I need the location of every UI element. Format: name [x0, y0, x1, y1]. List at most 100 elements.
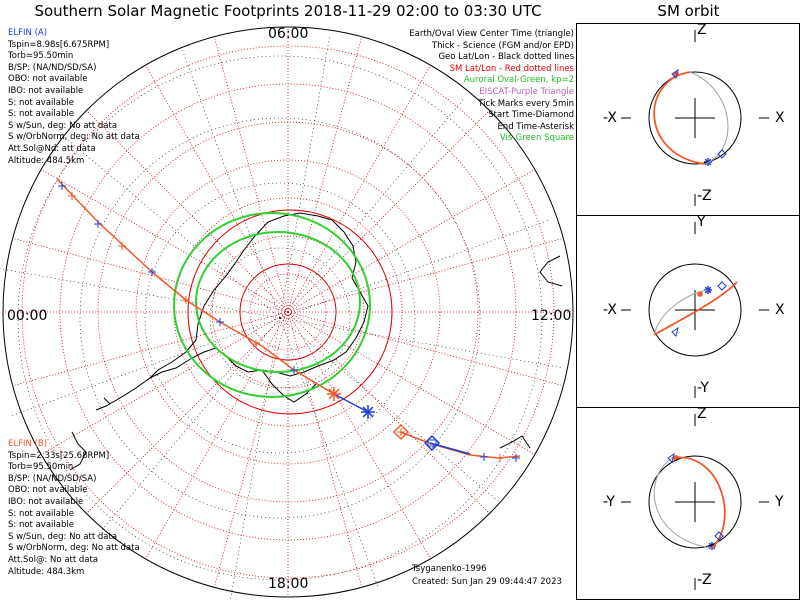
legend-item: Start Time-Diamond: [488, 110, 574, 121]
sm-lon-line: [287, 311, 564, 387]
elfin-a-line: Torb=95.50min: [8, 51, 74, 62]
sm-lon-line: [145, 64, 289, 313]
elfin-b-label: ELFIN (B): [8, 439, 48, 449]
elfin-a-line: Att.Sol@Nd: att data: [8, 143, 96, 154]
legend-item: Geo Lat/Lon - Black dotted lines: [438, 52, 574, 63]
peninsula-outline: [95, 377, 151, 411]
elfin-b-line: S w/Sun, deg: No att data: [8, 531, 118, 542]
geo-lon-line: [279, 37, 330, 319]
orbit-track-b: [653, 71, 706, 165]
sm-lat-circle: [249, 273, 327, 351]
orbit-label-down: -Z: [697, 188, 712, 204]
vis-square-a: [427, 439, 437, 447]
sm-lon-line: [40, 311, 289, 455]
auroral-oval-outer: [173, 212, 371, 398]
sm-lon-line: [287, 311, 363, 588]
elfin-a-line: Tspin=8.98s[6.675RPM]: [8, 39, 110, 50]
orbit-label-up: Z: [697, 22, 707, 38]
orbit-label-left: -X: [603, 110, 617, 126]
elfin-a-lines: Tspin=8.98s[6.675RPM] Torb=95.50min B/SP: …: [8, 40, 140, 168]
new-zealand-outline: [499, 435, 531, 449]
elfin-b-line: Torb=95.50min: [8, 462, 74, 473]
elfin-b-line: Tspin=2.33s[25.68RPM]: [8, 450, 110, 461]
footer-credit: Tsyganenko-1996: [412, 564, 487, 574]
orbit-track-gray: [653, 457, 713, 549]
sm-lon-line: [287, 311, 490, 514]
page-title: Southern Solar Magnetic Footprints 2018-…: [34, 2, 542, 20]
sm-grid: [3, 27, 573, 597]
orbit-track-gray: [689, 71, 729, 165]
sm-lon-line: [145, 311, 289, 560]
elfin-b-line: OBO: not available: [8, 485, 88, 496]
orbit-diamond-a: [717, 149, 727, 159]
start-diamond-a: [423, 434, 441, 452]
orbit-label-up: Z: [697, 406, 707, 422]
elfin-a-line: S: not available: [8, 109, 74, 120]
orbit-label-right: Y: [775, 494, 784, 510]
legend-item: EISCAT-Purple Triangle: [479, 86, 574, 97]
elfin-a-line: OBO: not available: [8, 74, 88, 85]
auroral-oval-inner: [195, 231, 361, 373]
orbit-earth-circle: [648, 263, 742, 357]
elfin-b-lines: Tspin=2.33s[25.68RPM] Torb=95.50min B/SP: …: [8, 451, 140, 579]
footer-created: Created: Sun Jan 29 09:44:47 2023: [412, 577, 562, 587]
sm-lon-line: [213, 36, 289, 313]
sm-lon-line: [287, 110, 490, 313]
geo-lon-line: [182, 50, 281, 319]
sm-lon-line: [86, 110, 289, 313]
elfin-a-line: S w/Sun, deg: No att data: [8, 120, 118, 131]
orbit-label-left: -X: [603, 302, 617, 318]
orbit-label-left: -Y: [603, 494, 615, 510]
legend-item: Tick Marks every 5min: [478, 98, 574, 109]
orbit-label-down: -Z: [697, 572, 712, 588]
ross-sea-outline: [261, 369, 317, 403]
footprint-tracks: [57, 71, 716, 550]
geo-grid: [0, 37, 561, 599]
mlt-label-top: 06:00: [268, 26, 309, 42]
africa-outline: [539, 255, 563, 287]
sm-lon-line: [287, 169, 536, 313]
elfin-b-line: S: not available: [8, 508, 74, 519]
sm-lon-line: [40, 169, 289, 313]
end-asterisk-b: [328, 388, 340, 400]
geo-lat-circle: [144, 182, 416, 454]
map-boundary: [2, 26, 574, 598]
geo-lon-line: [230, 317, 281, 599]
mlt-label-right: 12:00: [531, 308, 572, 324]
orbit-earth-circle: [648, 71, 742, 165]
legend-item: Thick - Science (FGM and/or EPD): [431, 40, 574, 51]
elfin-b-line: B/SP: (NA/ND/SD/SA): [8, 473, 97, 484]
start-diamond-b: [392, 423, 410, 441]
sm-lon-line: [12, 311, 289, 387]
sm-lon-line: [287, 64, 431, 313]
elfin-b-line: Altitude: 484.3km: [8, 566, 85, 577]
legend-item: Vis-Green Square: [499, 133, 574, 144]
polar-map: [0, 26, 716, 599]
sm-lon-line: [287, 237, 564, 313]
orbit-title: SM orbit: [657, 2, 720, 20]
geo-lon-line: [279, 317, 499, 502]
sm-lon-line: [287, 36, 363, 313]
orbit-label-right: X: [775, 302, 785, 318]
geo-lat-circle: [79, 117, 481, 519]
sm-lon-line: [12, 237, 289, 313]
elfin-b-line: Att.Sol@: No att data: [8, 554, 99, 565]
mlt-label-bottom: 18:00: [268, 576, 309, 592]
legend: Earth/Oval View Center Time (triangle) Th…: [409, 29, 574, 145]
orbit-triangle-a: [671, 68, 679, 79]
legend-item: Auroral Oval-Green, kp=2: [463, 75, 574, 86]
sm-lon-line: [213, 311, 289, 588]
elfin-a-line: S w/OrbNorm, deg: No att data: [8, 132, 140, 143]
orbit-label-right: X: [775, 110, 785, 126]
elfin-a-line: IBO: not available: [8, 85, 84, 96]
orbit-end-b: [697, 291, 703, 297]
orbit-label-down: -Y: [697, 380, 709, 396]
geo-lat-circle: [17, 55, 543, 581]
track-b-line: [57, 179, 335, 395]
orbit-diamond-a: [717, 281, 727, 291]
orbit-track-b: [653, 281, 738, 336]
elfin-a-line: B/SP: (NA/ND/SD/SA): [8, 62, 97, 73]
legend-item: Earth/Oval View Center Time (triangle): [409, 29, 574, 39]
legend-item: SM Lat/Lon - Red dotted lines: [449, 63, 574, 74]
elfin-a-line: Altitude: 484.5km: [8, 155, 85, 166]
